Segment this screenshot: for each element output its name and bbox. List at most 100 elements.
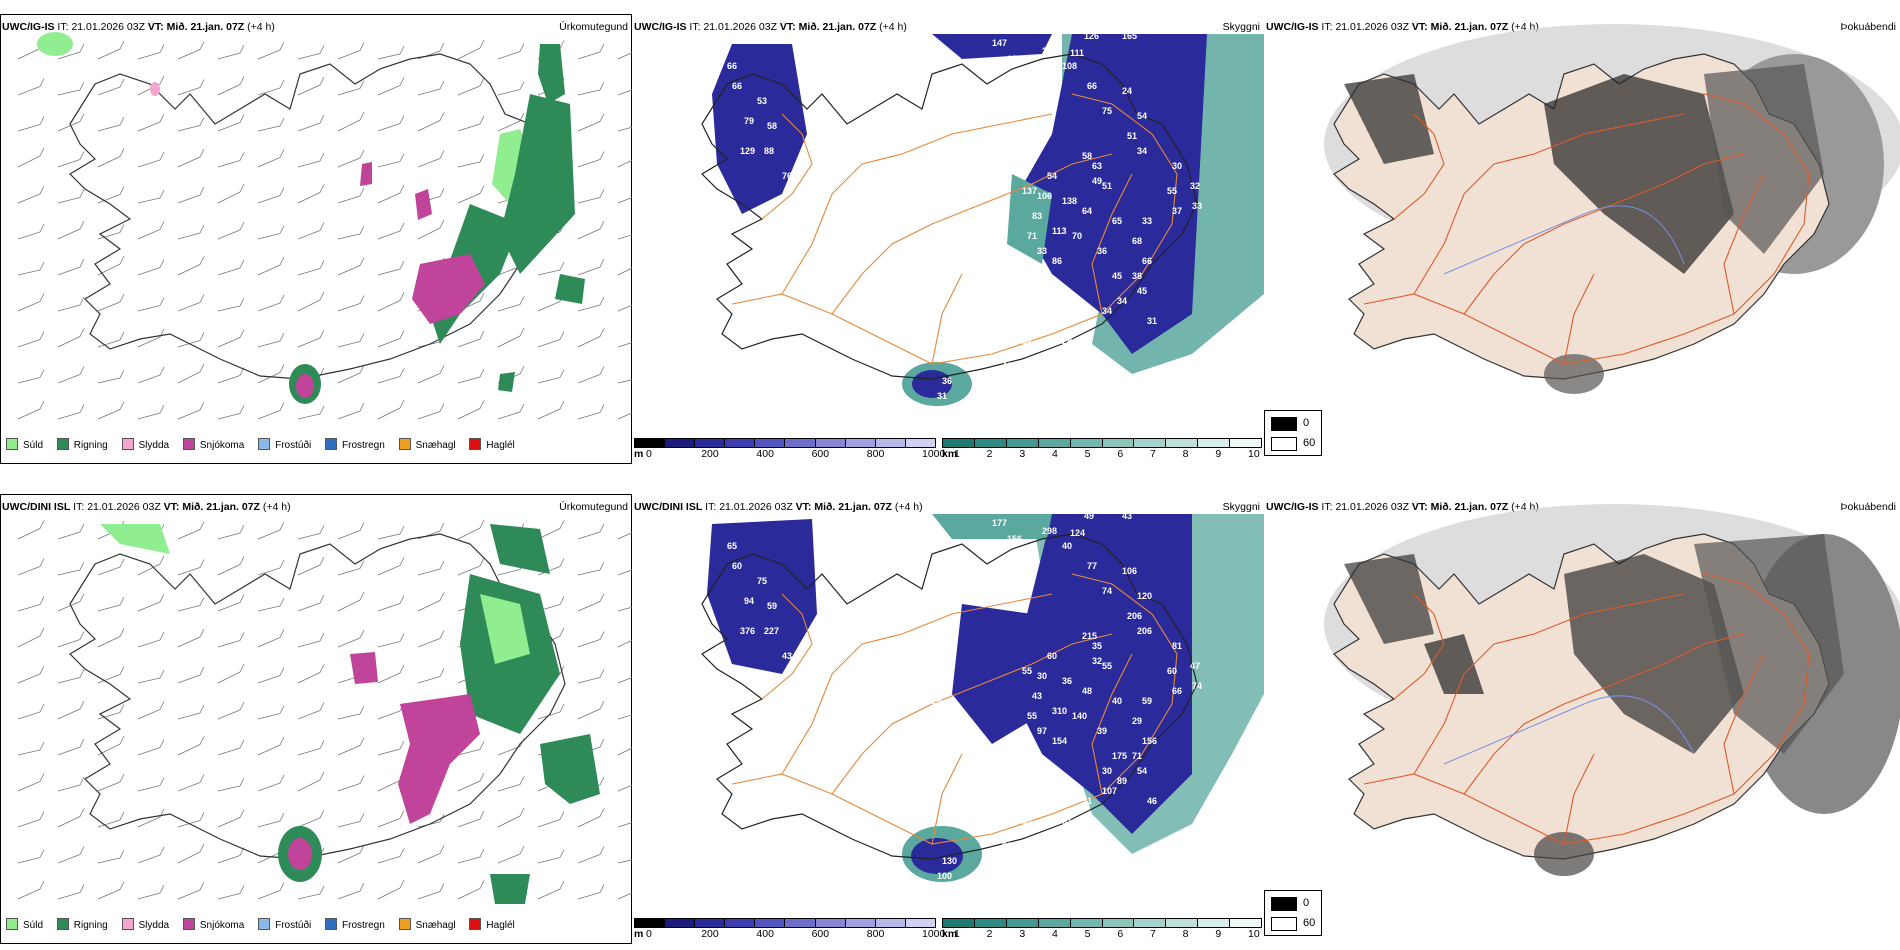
wind-barb <box>177 148 205 168</box>
wind-barb <box>257 149 285 168</box>
fog-key-swatch <box>1271 437 1297 451</box>
wind-barb <box>457 772 485 792</box>
colorbar-segment <box>943 919 975 927</box>
wind-barb <box>337 775 365 792</box>
colorbar-segment <box>1134 439 1167 447</box>
visibility-unit: km <box>942 928 958 940</box>
visibility-label: 175 <box>1112 751 1127 761</box>
visibility-label: 29 <box>1132 716 1142 726</box>
legend-label: Haglél <box>486 920 515 931</box>
wind-barb <box>97 596 125 612</box>
colorbar-segment <box>1198 919 1231 927</box>
colorbar-tick: 9 <box>1215 928 1222 940</box>
visibility-label: 227 <box>764 626 779 636</box>
wind-barb <box>57 43 85 60</box>
legend-item-frostregn: Frostregn <box>325 438 385 454</box>
colorbar-segment <box>943 439 975 447</box>
road-network <box>1363 573 1810 845</box>
panel-header: UWC/IG-IS IT: 21.01.2026 03Z VT: Mið. 21… <box>634 20 1260 34</box>
wind-barb <box>377 184 405 204</box>
wind-barb <box>297 632 325 648</box>
panel-header: UWC/DINI ISL IT: 21.01.2026 03Z VT: Mið.… <box>634 500 1260 514</box>
visibility-colorbar-bar <box>942 438 1262 448</box>
wind-barb <box>137 808 165 828</box>
legend-label: Frostúði <box>275 920 312 931</box>
wind-barb <box>617 197 632 204</box>
colorbar-segment <box>875 919 906 927</box>
legend-swatch <box>6 438 18 450</box>
wind-barb <box>617 532 632 540</box>
vt-value: Mið. 21.jan. 07Z <box>1430 501 1509 513</box>
visibility-label: 66 <box>1172 686 1182 696</box>
wind-barb <box>177 41 205 60</box>
wind-barb <box>577 366 605 384</box>
wind-barb <box>577 258 605 276</box>
colorbar-segment <box>755 439 786 447</box>
colorbar-segment <box>1102 439 1135 447</box>
wind-barb <box>337 111 365 132</box>
colorbar-segment <box>815 919 846 927</box>
wind-barb <box>257 364 285 384</box>
wind-barb <box>577 523 605 540</box>
wind-barb <box>257 629 285 648</box>
precip-map-frame <box>0 14 632 464</box>
wind-barb <box>577 593 605 612</box>
wind-barb <box>417 365 445 384</box>
wind-barb <box>457 330 485 348</box>
road-network <box>731 93 1178 365</box>
wind-barb <box>457 115 485 132</box>
visibility-label: 215 <box>1082 631 1097 641</box>
colorbar-tick: 800 <box>866 928 885 940</box>
wind-barb <box>217 809 245 828</box>
fog-map <box>1264 24 1900 424</box>
visibility-label: 65 <box>727 541 737 551</box>
wind-barb <box>17 703 45 720</box>
wind-barb <box>57 776 85 792</box>
wind-barb <box>257 812 285 828</box>
visibility-label: 34 <box>1102 306 1112 316</box>
legend-label: Snæhagl <box>415 440 456 451</box>
visibility-label: 376 <box>740 626 755 636</box>
wind-barb <box>57 523 85 540</box>
visibility-label: 59 <box>1142 696 1152 706</box>
precip-areas <box>100 524 600 904</box>
wind-barb <box>297 771 325 792</box>
visibility-label: 219 <box>1042 46 1057 56</box>
wind-barb <box>57 631 85 648</box>
wind-barb <box>377 115 405 132</box>
legend-label: Rigning <box>73 440 108 451</box>
wind-barb <box>217 556 245 576</box>
visibility-label: 32 <box>1092 656 1102 666</box>
visibility-label: 33 <box>1022 816 1032 826</box>
wind-barb <box>17 369 45 384</box>
visibility-label: 59 <box>767 601 777 611</box>
wind-barb <box>537 400 565 420</box>
wind-barb <box>137 113 165 132</box>
visibility-label: 138 <box>1062 196 1077 206</box>
wind-barb <box>17 811 45 828</box>
wind-barb <box>217 221 245 240</box>
visibility-label: 54 <box>1137 766 1147 776</box>
wind-barb <box>457 810 485 828</box>
wind-barb <box>377 77 405 96</box>
wind-barb <box>177 736 205 756</box>
height-unit: m <box>634 928 644 940</box>
panel-header: UWC/IG-IS IT: 21.01.2026 03Z VT: Mið. 21… <box>1266 500 1896 514</box>
wind-barb <box>577 43 605 60</box>
wind-barb <box>577 700 605 720</box>
visibility-label: 156 <box>1007 534 1022 544</box>
wind-barb <box>137 189 165 204</box>
it-value: 21.01.2026 03Z <box>1335 501 1409 513</box>
visibility-label: 81 <box>1062 816 1072 826</box>
vt-label: VT: <box>795 501 812 513</box>
visibility-label: 206 <box>1127 611 1142 621</box>
lead-time: (+4 h) <box>247 21 275 33</box>
colorbar-segment <box>695 919 726 927</box>
wind-barb <box>337 333 365 348</box>
wind-barb <box>257 117 285 132</box>
model-name: UWC/IG-IS <box>1266 501 1319 513</box>
wind-barb <box>137 631 165 648</box>
visibility-label: 48 <box>1082 686 1092 696</box>
wind-barb <box>137 701 165 720</box>
wind-barb <box>257 882 285 900</box>
